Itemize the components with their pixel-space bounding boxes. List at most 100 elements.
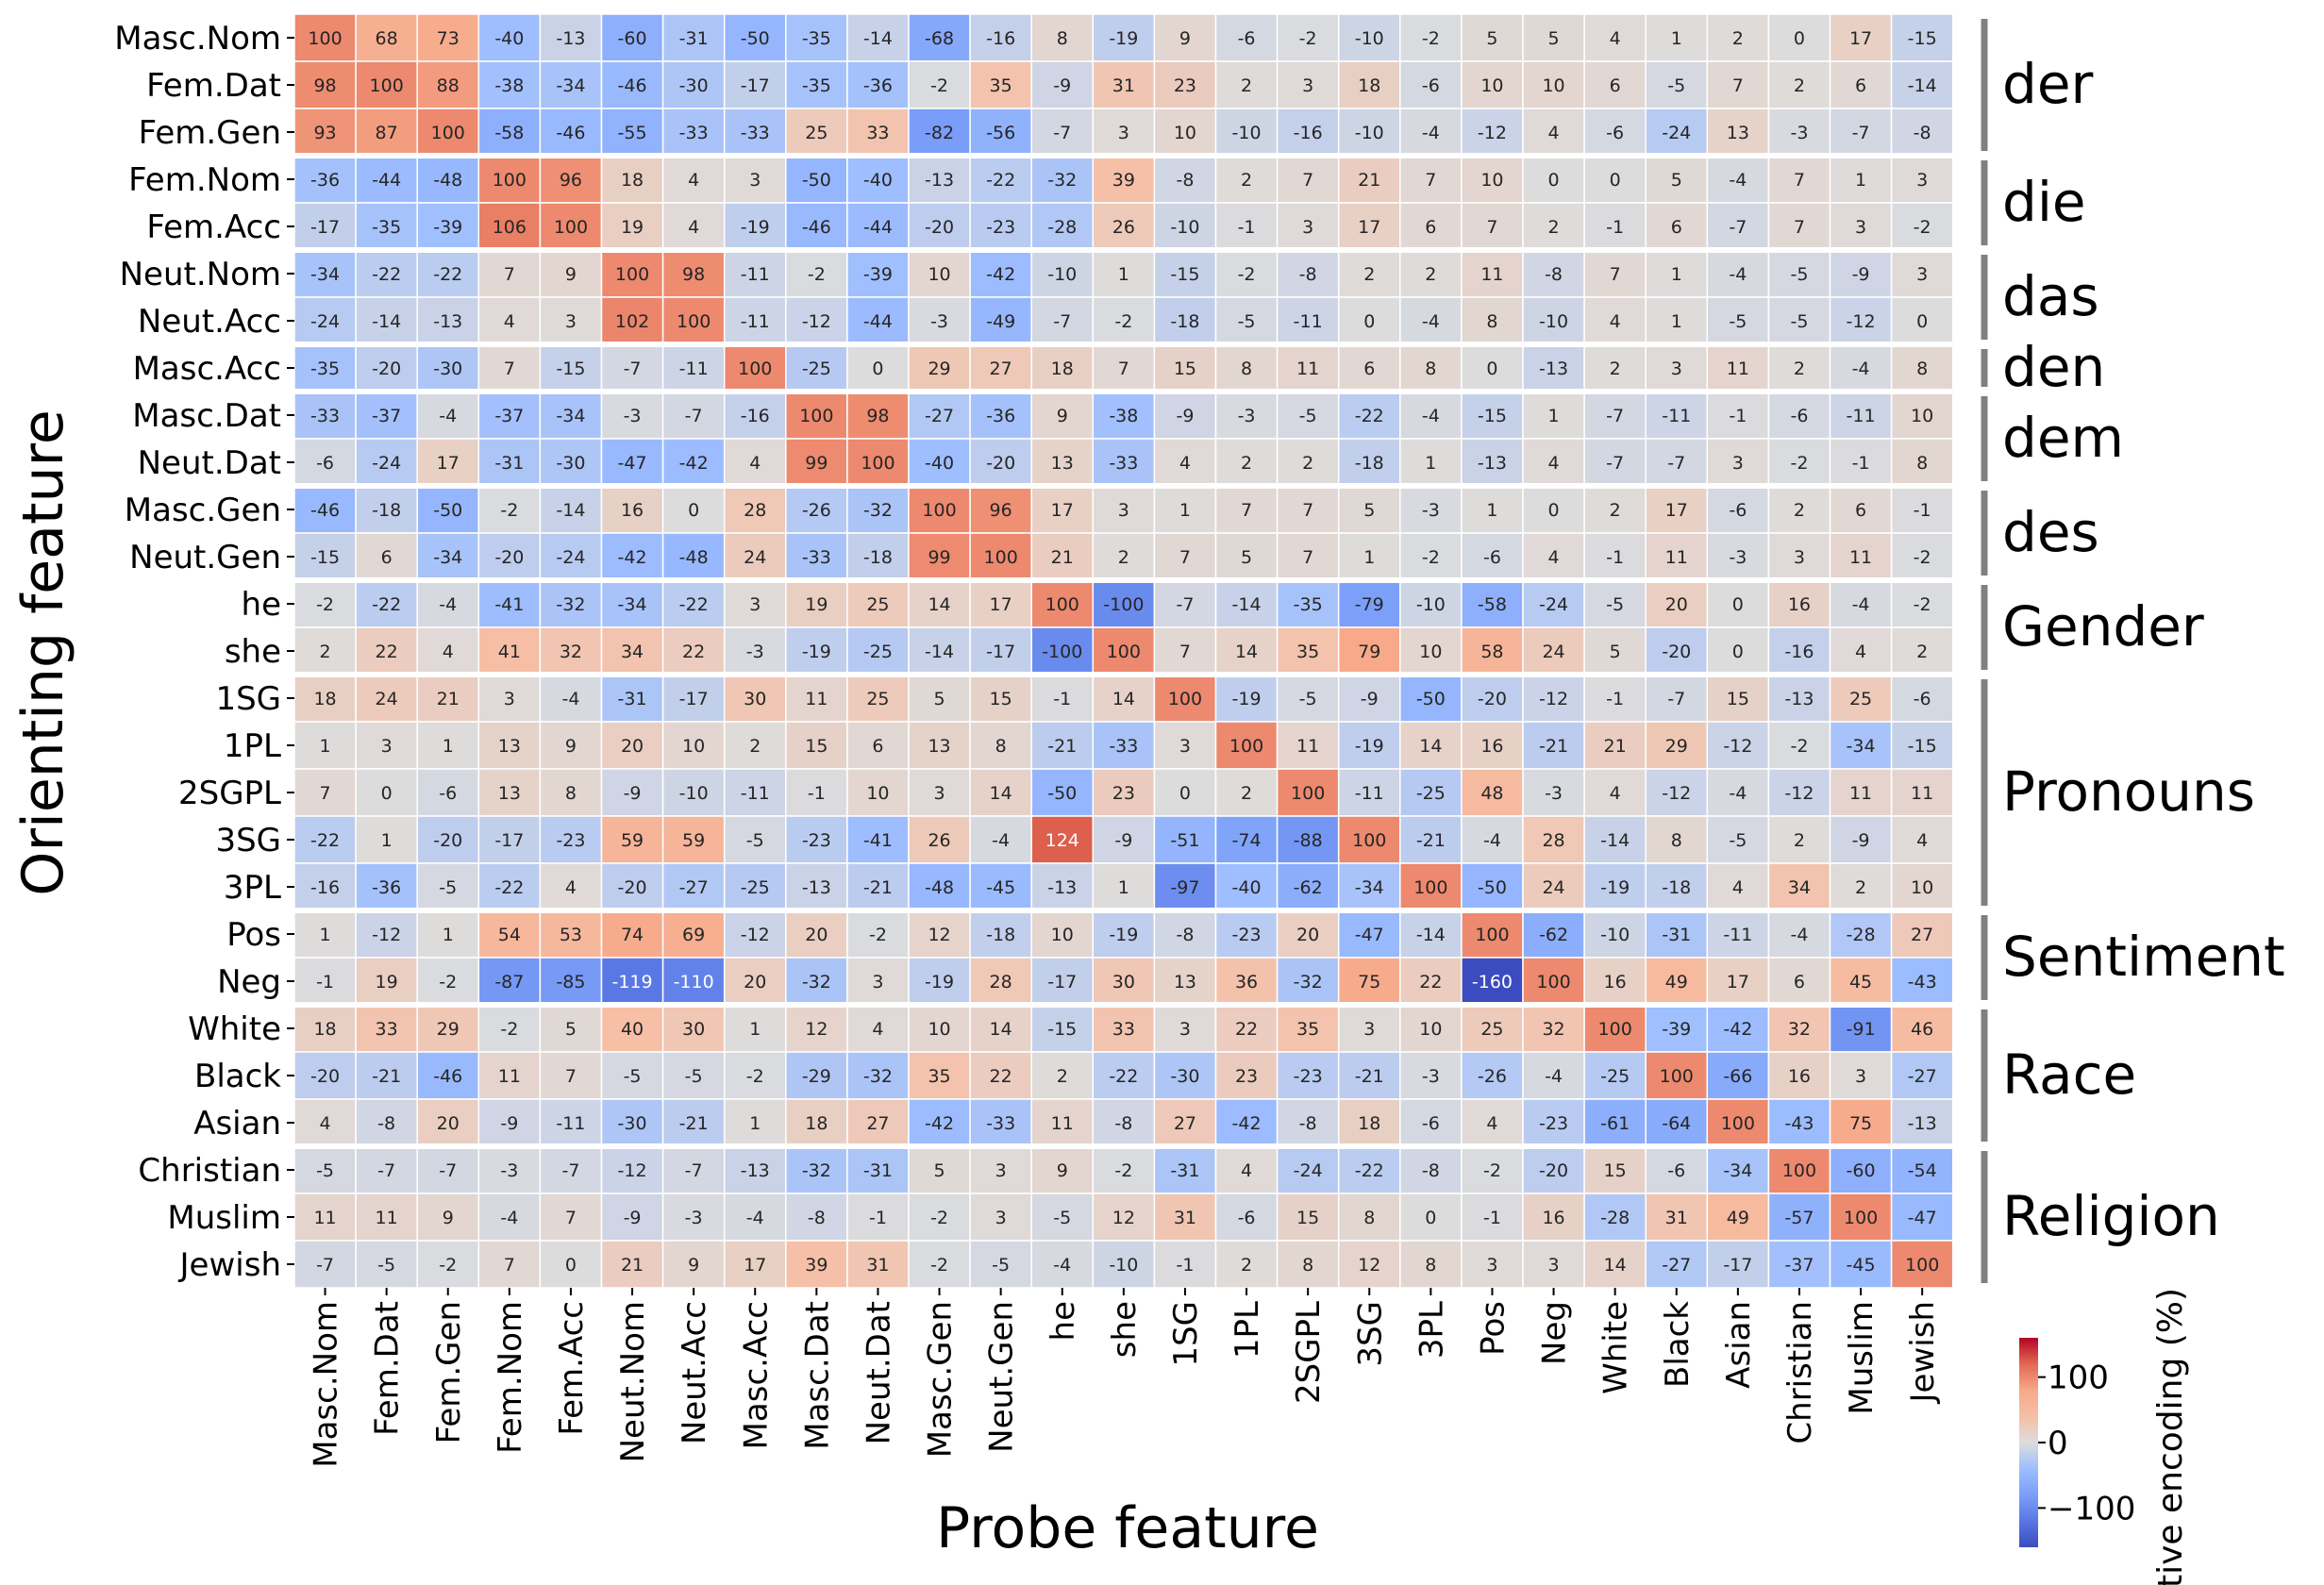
heatmap-cell bbox=[1399, 674, 1463, 723]
heatmap-cell bbox=[1153, 155, 1217, 204]
cell-value-label: -5 bbox=[1299, 689, 1317, 709]
cell-value-label: 12 bbox=[1358, 1255, 1380, 1276]
heatmap-cell bbox=[477, 343, 542, 392]
heatmap-cell bbox=[1645, 1004, 1709, 1053]
cell-value-label: -32 bbox=[802, 972, 831, 993]
cell-value-label: 2 bbox=[1794, 830, 1805, 851]
heatmap-cell bbox=[1399, 1098, 1463, 1147]
row-tick-labels: Masc.Nom Fem.Dat Fem.Gen Fem.Nom Fem.Acc Neut… bbox=[114, 20, 294, 1284]
heatmap-cell bbox=[1583, 909, 1647, 959]
heatmap-cell bbox=[723, 909, 787, 959]
heatmap-cell bbox=[723, 202, 787, 251]
heatmap-cell bbox=[1337, 532, 1401, 581]
cell-value-label: -47 bbox=[1355, 925, 1384, 945]
cell-value-label: 24 bbox=[1542, 642, 1564, 662]
cell-value-label: -24 bbox=[310, 311, 340, 332]
cell-value-label: -22 bbox=[310, 830, 340, 851]
heatmap-cell bbox=[785, 909, 848, 959]
cell-value-label: -30 bbox=[433, 359, 462, 379]
heatmap-cell bbox=[1767, 249, 1831, 298]
cell-value-label: -14 bbox=[372, 311, 401, 332]
cell-value-label: 2 bbox=[1794, 75, 1805, 96]
heatmap-cell bbox=[416, 579, 480, 628]
cell-value-label: -3 bbox=[1422, 1066, 1440, 1087]
heatmap-cell bbox=[1522, 60, 1585, 109]
cell-value-label: 27 bbox=[990, 359, 1012, 379]
cell-value-label: -13 bbox=[741, 1160, 770, 1181]
heatmap-cell bbox=[1030, 957, 1095, 1006]
cell-value-label: 14 bbox=[928, 594, 950, 615]
cell-value-label: -51 bbox=[1170, 830, 1199, 851]
heatmap-cell bbox=[1214, 579, 1279, 628]
heatmap-cell bbox=[1706, 202, 1770, 251]
cell-value-label: 3 bbox=[1671, 359, 1682, 379]
row-tick-label: Fem.Nom bbox=[128, 161, 281, 199]
cell-value-label: -5 bbox=[1606, 594, 1624, 615]
cell-value-label: -8 bbox=[1114, 1113, 1132, 1134]
cell-value-label: -6 bbox=[1790, 406, 1808, 426]
cell-value-label: 0 bbox=[872, 359, 883, 379]
row-tick-label: 2SGPL bbox=[178, 775, 281, 812]
heatmap-cell bbox=[785, 957, 848, 1006]
cell-value-label: -15 bbox=[556, 359, 585, 379]
cell-value-label: 4 bbox=[1179, 453, 1191, 474]
heatmap-cell bbox=[477, 202, 542, 251]
heatmap-cell bbox=[1522, 1193, 1585, 1242]
heatmap-cell bbox=[908, 768, 971, 817]
cell-value-label: 1 bbox=[1548, 406, 1560, 426]
cell-value-label: -3 bbox=[746, 642, 764, 662]
column-tick-label: Fem.Acc bbox=[553, 1301, 591, 1436]
heatmap-cell bbox=[477, 1240, 542, 1289]
heatmap-cell bbox=[1092, 296, 1156, 345]
heatmap-cell bbox=[1337, 815, 1401, 864]
cell-value-label: 20 bbox=[1665, 594, 1688, 615]
heatmap-cell bbox=[969, 1193, 1032, 1242]
cell-value-label: 2 bbox=[1425, 264, 1436, 285]
cell-value-label: 93 bbox=[313, 123, 336, 143]
heatmap-cell bbox=[1092, 438, 1156, 487]
cell-value-label: -25 bbox=[741, 877, 770, 898]
heatmap-cell bbox=[969, 13, 1032, 62]
cell-value-label: -8 bbox=[1545, 264, 1563, 285]
cell-value-label: -6 bbox=[1606, 123, 1624, 143]
cell-value-label: -58 bbox=[1478, 594, 1507, 615]
cell-value-label: 100 bbox=[1229, 736, 1263, 757]
heatmap-cell bbox=[785, 60, 848, 109]
cell-value-label: 1 bbox=[1118, 877, 1129, 898]
cell-value-label: -32 bbox=[802, 1160, 831, 1181]
cell-value-label: 7 bbox=[1302, 500, 1313, 521]
cell-value-label: -11 bbox=[556, 1113, 585, 1134]
cell-value-label: -34 bbox=[433, 547, 462, 568]
cell-value-label: -4 bbox=[439, 406, 457, 426]
cell-value-label: -42 bbox=[986, 264, 1015, 285]
cell-value-label: 4 bbox=[1241, 1160, 1252, 1181]
cell-value-label: -5 bbox=[1053, 1208, 1071, 1228]
cell-value-label: 2 bbox=[1241, 75, 1252, 96]
heatmap-cell bbox=[1706, 108, 1770, 157]
heatmap-cell bbox=[1153, 485, 1217, 534]
cell-value-label: 3 bbox=[381, 736, 393, 757]
cell-value-label: 4 bbox=[1548, 123, 1560, 143]
cell-value-label: 4 bbox=[1732, 877, 1744, 898]
column-tick-label: Masc.Acc bbox=[737, 1301, 775, 1449]
heatmap-cell bbox=[1829, 532, 1893, 581]
cell-value-label: -13 bbox=[1047, 877, 1077, 898]
cell-value-label: -10 bbox=[1355, 28, 1384, 49]
cell-value-label: 3 bbox=[1302, 217, 1313, 238]
cell-value-label: -2 bbox=[1114, 311, 1132, 332]
cell-value-label: 100 bbox=[799, 406, 833, 426]
heatmap-cell bbox=[600, 626, 664, 676]
column-tick-label: 1SG bbox=[1167, 1301, 1205, 1367]
heatmap-cell bbox=[1276, 296, 1340, 345]
heatmap-cell bbox=[1092, 1004, 1156, 1053]
cell-value-label: -4 bbox=[1790, 925, 1808, 945]
row-tick-label: Fem.Dat bbox=[146, 67, 281, 105]
heatmap-cell bbox=[1829, 249, 1893, 298]
cell-value-label: -12 bbox=[618, 1160, 647, 1181]
cell-value-label: -9 bbox=[624, 783, 642, 804]
row-tick-label: 1PL bbox=[224, 727, 281, 765]
cell-value-label: 87 bbox=[376, 123, 398, 143]
cell-value-label: 100 bbox=[922, 500, 956, 521]
heatmap-cell bbox=[1583, 13, 1647, 62]
cell-value-label: 0 bbox=[1916, 311, 1928, 332]
